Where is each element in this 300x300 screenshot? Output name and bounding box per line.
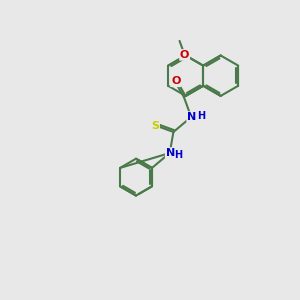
Text: H: H <box>196 112 205 122</box>
Text: S: S <box>151 121 159 131</box>
Text: N: N <box>166 148 175 158</box>
Text: N: N <box>187 112 196 122</box>
Text: O: O <box>180 50 189 60</box>
Text: H: H <box>175 149 183 160</box>
Text: O: O <box>171 76 180 86</box>
